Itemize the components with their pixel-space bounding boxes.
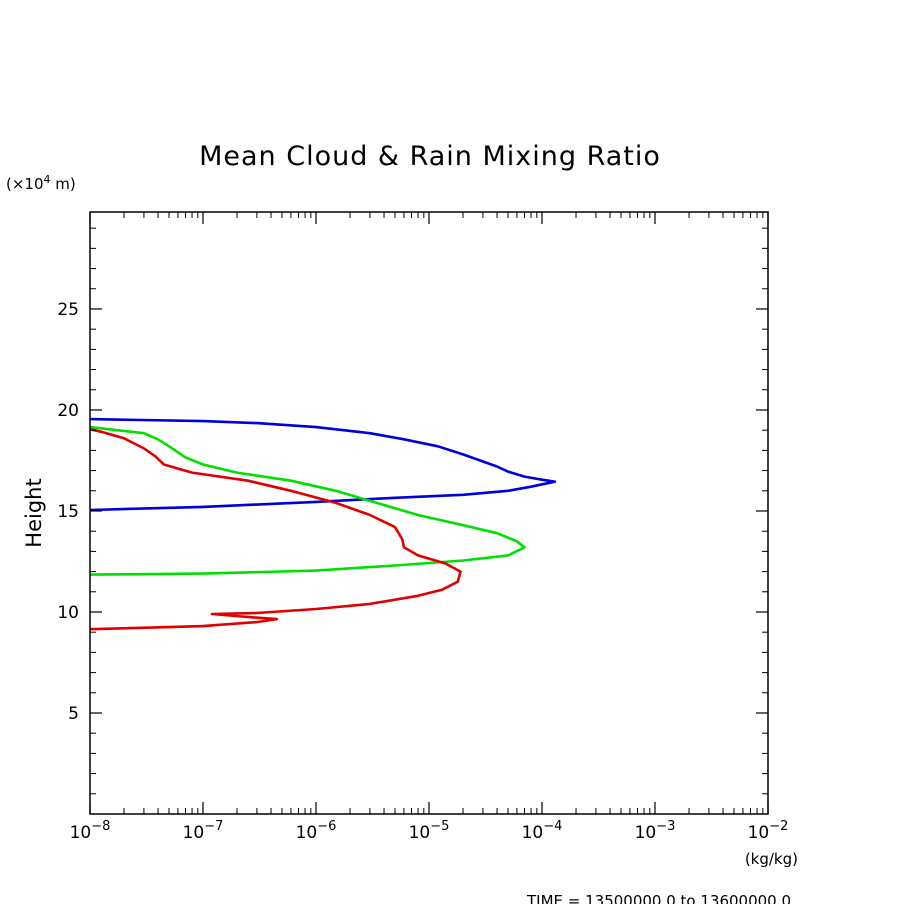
y-tick-label: 25 <box>57 300 79 320</box>
y-tick-label: 15 <box>57 502 79 522</box>
series-line-1 <box>89 417 557 512</box>
y-tick-label: 5 <box>68 704 79 724</box>
chart-title: Mean Cloud & Rain Mixing Ratio <box>199 141 661 172</box>
y-tick-label: 10 <box>57 603 79 623</box>
y-axis-label: Height <box>22 478 46 547</box>
y-tick-label: 20 <box>57 401 79 421</box>
x-tick-label: 10−5 <box>409 819 450 843</box>
series-line-3 <box>89 427 462 631</box>
x-tick-label: 10−4 <box>522 819 563 843</box>
plot-frame <box>89 211 769 815</box>
series-line-2 <box>89 425 526 576</box>
axis-ticks <box>89 212 769 814</box>
x-tick-label: 10−6 <box>296 819 337 843</box>
x-tick-label: 10−2 <box>748 819 789 843</box>
x-tick-label: 10−8 <box>70 819 111 843</box>
time-footer: TIME = 13500000.0 to 13600000.0 <box>526 892 791 904</box>
y-unit-label: (×104 m) <box>6 173 76 193</box>
tick-labels: 10−8 10−7 10−6 10−5 10−4 10−3 10−2 5 10 15 20 25 <box>57 300 788 843</box>
x-tick-label: 10−3 <box>635 819 676 843</box>
x-tick-label: 10−7 <box>183 819 224 843</box>
x-unit-label: (kg/kg) <box>745 850 798 868</box>
plot-lines <box>89 417 557 631</box>
